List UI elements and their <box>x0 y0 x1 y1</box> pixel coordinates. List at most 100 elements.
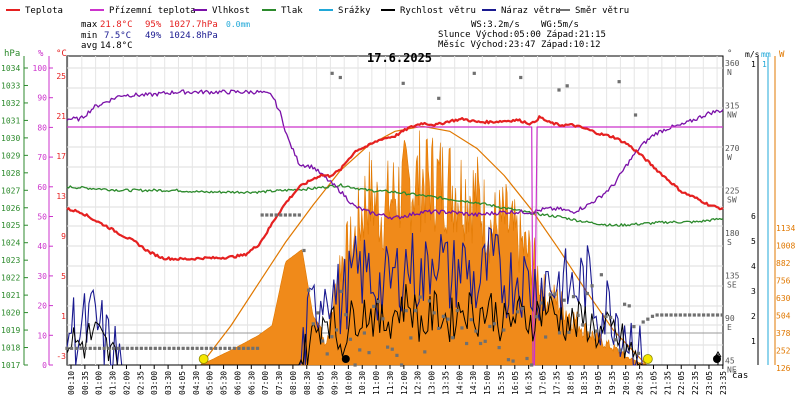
axis-temp-tick-label: 1 <box>61 312 66 321</box>
info-wg: WG:5m/s <box>541 20 579 30</box>
axis-hpa-tick-label: 1021 <box>1 291 20 300</box>
x-tick-label: 08:30 <box>303 371 312 395</box>
wind-dir-point <box>544 335 548 339</box>
axis-w-tick-label: 126 <box>776 364 791 373</box>
axis-w-tick-label: 1008 <box>776 242 795 251</box>
wind-dir-point <box>116 346 120 350</box>
axis-w-tick-label: 504 <box>776 312 791 321</box>
wind-dir-point <box>437 326 441 331</box>
wind-dir-point <box>260 213 264 217</box>
stat-min-temp: 7.5°C <box>104 31 131 41</box>
wind-dir-point <box>279 213 283 217</box>
wind-dir-point <box>334 328 339 332</box>
wind-dir-point <box>176 346 181 350</box>
axis-pct-tick-label: 40 <box>37 242 47 251</box>
wind-dir-point <box>441 314 445 319</box>
wind-dir-point <box>660 313 664 317</box>
wind-dir-point <box>139 346 143 350</box>
wind-dir-point <box>302 248 306 253</box>
legend-label: Náraz větru <box>501 6 561 16</box>
humidity-line <box>66 89 724 220</box>
axis-pct-unit: % <box>38 49 44 59</box>
wind-dir-point <box>446 317 450 321</box>
wind-dir-point <box>325 352 329 356</box>
wind-dir-point <box>511 359 515 363</box>
wind-dir-point <box>655 313 659 317</box>
axis-w-tick-label: 630 <box>776 294 791 303</box>
x-tick-label: 08:00 <box>289 371 298 395</box>
x-tick-label: 23:05 <box>705 371 714 395</box>
axis-dir-tick-label: 45 <box>725 357 735 366</box>
wind-dir-point <box>149 346 153 350</box>
x-tick-label: 21:05 <box>649 371 658 395</box>
axis-temp-tick-label: 9 <box>61 232 66 241</box>
chart-title: 17.6.2025 <box>367 51 432 65</box>
wind-dir-point <box>557 331 562 335</box>
wind-dir-point <box>97 346 102 350</box>
wind-dir-point <box>158 346 162 350</box>
axis-dir-tick-label: 360 <box>725 59 740 68</box>
axis-dir-tick-label: 135 <box>725 272 740 281</box>
axis-ms-tick-label: 4 <box>751 262 756 271</box>
x-tick-label: 07:00 <box>261 371 270 395</box>
wind-dir-point <box>241 346 246 350</box>
axis-ms-tick-label: 3 <box>751 287 756 296</box>
wind-dir-point <box>553 292 557 296</box>
wind-dir-point <box>386 345 390 349</box>
axis-pct-tick-label: 70 <box>37 153 47 162</box>
legend-label: Vlhkost <box>212 6 250 16</box>
axis-ms-tick-label: 6 <box>751 212 756 221</box>
wind-dir-point <box>548 293 552 297</box>
wind-dir-point <box>338 75 342 80</box>
wind-dir-point <box>678 313 682 317</box>
axis-hpa-tick-label: 1028 <box>1 169 20 178</box>
x-tick-label: 02:00 <box>122 371 131 395</box>
x-tick-label: 01:30 <box>109 371 118 395</box>
wind-dir-point <box>181 346 185 350</box>
x-tick-label: 07:30 <box>275 371 284 395</box>
wind-dir-point <box>557 88 561 92</box>
axis-pct-tick-label: 90 <box>37 94 47 103</box>
wind-dir-point <box>516 310 520 314</box>
wind-dir-point <box>618 348 622 352</box>
wind-dir-point <box>353 363 357 367</box>
wind-dir-point <box>469 318 473 322</box>
wind-dir-point <box>604 314 608 318</box>
wind-dir-point <box>520 306 524 311</box>
wind-dir-point <box>93 346 97 350</box>
axis-ms-unit: m/s <box>745 50 760 59</box>
axis-hpa-unit: hPa <box>4 49 20 59</box>
axis-temp-tick-label: 5 <box>61 272 66 281</box>
axis-pct-tick-label: 50 <box>37 213 47 222</box>
wind-dir-point <box>167 346 171 350</box>
x-tick-label: 05:30 <box>220 371 229 395</box>
x-tick-label: 01:00 <box>95 371 104 395</box>
wind-dir-point <box>320 339 325 343</box>
x-tick-label: 20:05 <box>622 371 631 395</box>
x-tick-label: 04:30 <box>192 371 201 395</box>
wind-dir-point <box>74 346 78 350</box>
wind-dir-point <box>576 313 580 317</box>
wind-dir-point <box>636 351 641 355</box>
wind-dir-point <box>664 313 669 317</box>
axis-hpa-tick-label: 1029 <box>1 151 20 160</box>
wind-dir-point <box>646 317 650 321</box>
wind-dir-point <box>530 363 534 367</box>
wind-dir-point <box>715 313 720 317</box>
wind-dir-point <box>251 346 255 350</box>
x-tick-label: 23:35 <box>719 371 728 395</box>
stat-min-press: 1024.8hPa <box>169 31 218 41</box>
wind-dir-point <box>65 346 69 350</box>
wind-dir-point <box>437 96 441 100</box>
axis-hpa-tick-label: 1034 <box>1 64 20 73</box>
x-tick-label: 06:30 <box>247 371 256 395</box>
wind-dir-point <box>265 213 269 217</box>
x-tick-label: 22:05 <box>677 371 686 395</box>
axis-hpa-tick-label: 1022 <box>1 274 20 283</box>
wind-dir-point <box>669 313 673 317</box>
axis-w-tick-label: 882 <box>776 259 791 268</box>
wind-dir-point <box>701 313 706 317</box>
axis-hpa-tick-label: 1027 <box>1 186 20 195</box>
axis-pct-tick-label: 100 <box>33 64 48 73</box>
axis-dir-tick-label: 315 <box>725 102 740 111</box>
